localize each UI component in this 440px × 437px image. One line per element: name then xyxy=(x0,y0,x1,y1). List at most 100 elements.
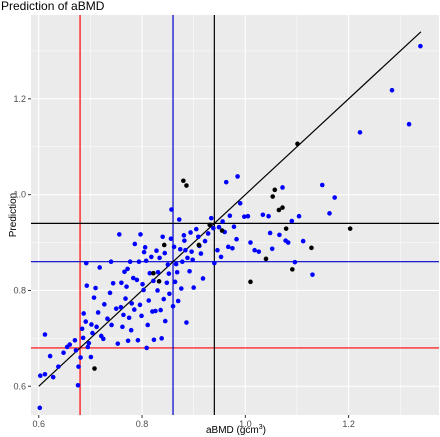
data-point-black xyxy=(280,205,285,210)
data-point-blue xyxy=(180,259,185,265)
data-point-black xyxy=(156,279,162,284)
data-point-blue xyxy=(79,326,85,332)
data-point-blue xyxy=(170,303,176,309)
data-point-blue xyxy=(127,259,133,265)
data-point-blue xyxy=(332,195,337,200)
data-point-blue xyxy=(88,354,94,360)
data-point-blue xyxy=(110,280,116,286)
data-point-blue xyxy=(140,281,145,287)
data-point-blue xyxy=(101,336,106,342)
data-point-black xyxy=(184,183,189,188)
data-point-black xyxy=(161,242,167,248)
data-points xyxy=(37,43,423,411)
x-axis-title: aBMD (gcm3) xyxy=(206,424,266,436)
data-point-blue xyxy=(241,214,247,219)
data-point-blue xyxy=(208,215,214,221)
data-point-blue xyxy=(123,296,128,301)
data-point-blue xyxy=(121,312,126,318)
data-point-blue xyxy=(72,337,78,343)
data-point-blue xyxy=(198,251,204,256)
data-point-blue xyxy=(162,250,168,256)
data-point-blue xyxy=(144,345,149,351)
x-axis-title-main: aBMD (gcm xyxy=(206,425,259,436)
data-point-blue xyxy=(280,185,285,190)
data-point-blue xyxy=(389,87,395,93)
data-point-blue xyxy=(160,234,165,240)
data-point-blue xyxy=(164,280,170,286)
data-point-blue xyxy=(137,302,143,308)
data-point-blue xyxy=(108,259,114,265)
data-point-blue xyxy=(235,174,240,179)
data-point-blue xyxy=(80,335,86,341)
data-point-blue xyxy=(289,218,295,224)
data-point-blue xyxy=(167,291,172,297)
data-point-blue xyxy=(172,279,178,285)
data-point-blue xyxy=(161,296,167,302)
data-point-blue xyxy=(173,261,179,267)
data-point-blue xyxy=(141,249,147,255)
x-tick-label: 0.8 xyxy=(136,419,149,429)
data-point-blue xyxy=(97,265,102,270)
data-point-blue xyxy=(117,232,122,237)
data-point-blue xyxy=(76,364,81,369)
data-point-blue xyxy=(418,43,423,49)
data-point-blue xyxy=(118,304,124,310)
data-point-blue xyxy=(162,318,168,324)
data-point-blue xyxy=(285,240,291,245)
data-point-blue xyxy=(177,246,183,252)
data-point-blue xyxy=(168,236,174,242)
data-point-blue xyxy=(256,249,262,254)
data-point-blue xyxy=(141,287,146,293)
data-point-blue xyxy=(171,244,177,250)
data-point-blue xyxy=(327,211,332,216)
data-point-blue xyxy=(310,272,315,277)
data-point-black xyxy=(309,245,314,251)
y-axis-title: Prediction xyxy=(8,193,19,237)
data-point-blue xyxy=(211,225,216,231)
data-point-blue xyxy=(200,276,206,281)
data-point-blue xyxy=(319,182,325,188)
data-point-blue xyxy=(138,232,143,237)
data-point-blue xyxy=(67,342,73,347)
data-point-blue xyxy=(136,259,142,265)
data-point-blue xyxy=(126,315,132,321)
data-point-blue xyxy=(223,179,229,185)
data-point-blue xyxy=(212,260,217,266)
data-point-blue xyxy=(196,234,201,240)
data-point-blue xyxy=(145,322,151,328)
y-tick-label: 1.0 xyxy=(13,190,26,200)
data-point-black xyxy=(219,228,225,233)
data-point-blue xyxy=(124,284,129,289)
data-point-blue xyxy=(252,247,257,253)
data-point-blue xyxy=(37,405,43,411)
data-point-blue xyxy=(155,288,160,293)
data-point-blue xyxy=(125,338,131,344)
data-point-blue xyxy=(184,320,189,325)
data-point-blue xyxy=(205,231,211,236)
data-point-blue xyxy=(182,238,187,243)
data-point-blue xyxy=(230,245,235,251)
data-point-blue xyxy=(220,219,225,224)
data-point-blue xyxy=(166,271,172,276)
data-point-black xyxy=(276,207,282,213)
chart-title: Prediction of aBMD xyxy=(1,0,105,13)
data-point-blue xyxy=(105,316,110,322)
data-point-blue xyxy=(131,307,137,312)
data-point-blue xyxy=(296,213,302,219)
plot-panel xyxy=(31,15,439,415)
data-point-blue xyxy=(153,308,158,314)
data-point-blue xyxy=(107,290,113,296)
data-point-blue xyxy=(61,350,66,356)
data-point-blue xyxy=(406,121,412,127)
data-point-blue xyxy=(130,275,136,281)
data-point-blue xyxy=(267,230,273,236)
data-point-blue xyxy=(193,226,199,232)
data-point-black xyxy=(92,366,97,371)
y-tick-label: 0.6 xyxy=(13,381,26,391)
x-tick-label: 0.6 xyxy=(32,419,45,429)
data-point-blue xyxy=(91,295,97,300)
diagonal-line xyxy=(38,31,422,387)
y-tick-label: 0.8 xyxy=(13,285,26,295)
data-point-blue xyxy=(216,224,222,230)
